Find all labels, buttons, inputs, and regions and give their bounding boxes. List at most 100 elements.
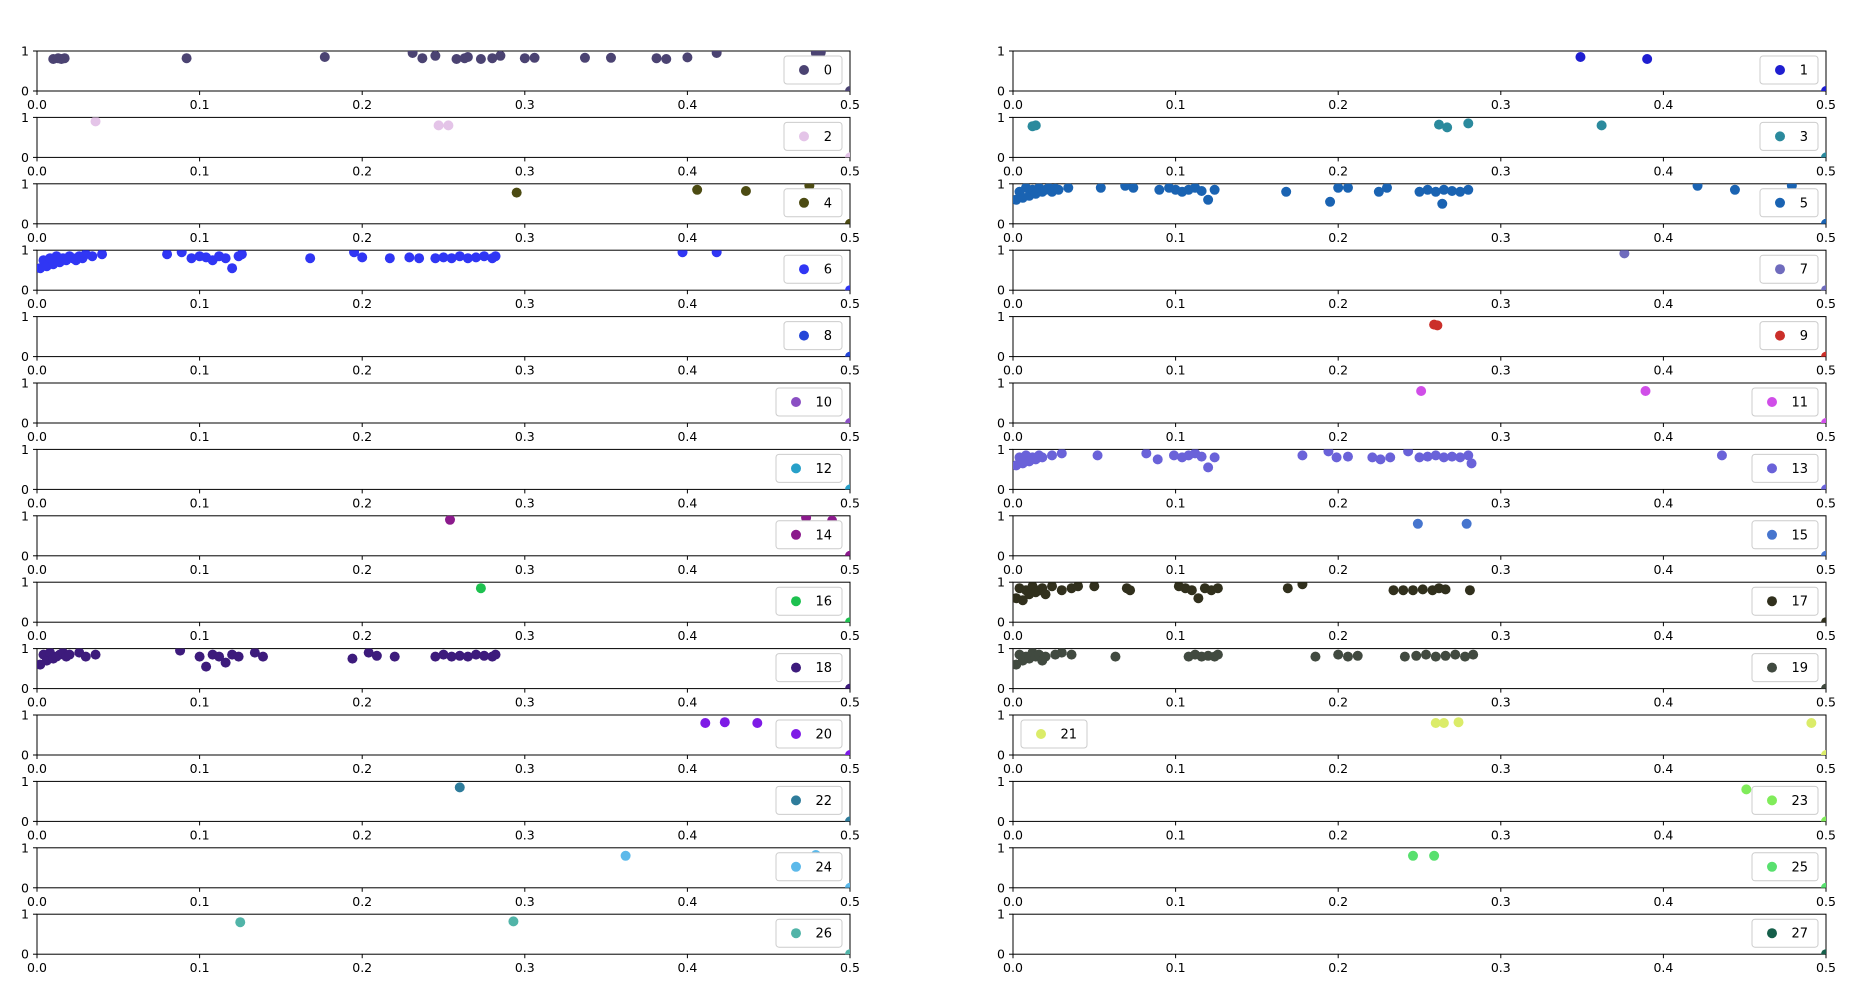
axes-frame [1012,847,1827,889]
x-tick-label: 0.1 [190,97,210,112]
x-tick-label: 0.0 [1003,628,1023,643]
x-tick-label: 0.4 [677,230,697,245]
x-tick-label: 0.1 [1166,562,1186,577]
axes-frame [1012,913,1827,955]
data-point [845,86,850,91]
data-point [1692,183,1703,191]
data-point [389,651,400,662]
x-tick-label: 0.0 [27,163,47,178]
axes-frame [36,316,851,358]
x-tick-label: 0.5 [1816,429,1836,444]
x-tick-label: 0.0 [1003,163,1023,178]
data-point [235,917,246,928]
data-point [1821,285,1826,291]
legend-box [1759,188,1819,218]
data-point [1408,850,1418,861]
legend: 1 [1759,55,1819,85]
x-tick-label: 0.4 [1653,429,1673,444]
x-tick-label: 0.0 [27,761,47,776]
x-tick-label: 0.5 [840,495,860,510]
legend-marker [1767,795,1777,806]
data-point [1168,450,1179,461]
x-tick-label: 0.2 [352,163,372,178]
series-points [475,583,850,623]
subplot-24: 0.0 0.1 0.2 0.3 0.4 0.5 0 1 24 [21,840,860,909]
x-tick-label: 0.5 [840,628,860,643]
y-tick-label: 0 [21,150,29,165]
data-point [1821,816,1826,822]
legend: 10 [775,387,843,417]
y-tick-label: 0 [997,150,1005,165]
y-tick-label: 1 [997,708,1005,723]
x-tick-label: 0.2 [352,562,372,577]
y-tick-label: 0 [21,681,29,696]
data-point [1095,183,1106,193]
data-point [1619,250,1630,259]
x-tick-label: 0.2 [1328,495,1348,510]
data-point [1089,582,1100,592]
data-point [445,515,455,525]
axes-frame [36,515,851,557]
data-point [1375,454,1386,465]
x-tick-label: 0.3 [1491,960,1511,975]
x-tick-label: 0.0 [1003,695,1023,710]
legend-label: 13 [1791,462,1808,477]
subplot-19: 0.0 0.1 0.2 0.3 0.4 0.5 0 1 19 [997,641,1836,710]
data-point [845,218,850,224]
x-tick-label: 0.1 [1166,296,1186,311]
legend-box [1759,321,1819,351]
x-tick-label: 0.4 [677,163,697,178]
axes-frame [36,183,851,225]
data-point [1741,784,1752,795]
series-points [1575,52,1826,91]
data-point [1821,882,1826,888]
legend-box [1751,918,1819,948]
series-points [1416,386,1826,423]
x-tick-label: 0.4 [1653,960,1673,975]
y-tick-label: 1 [21,110,29,125]
legend-box [1751,387,1819,417]
data-point [1821,218,1826,224]
legend-label: 22 [815,794,832,809]
legend-label: 21 [1060,728,1077,743]
x-tick-label: 0.5 [840,230,860,245]
x-tick-label: 0.4 [1653,562,1673,577]
data-point [1575,52,1586,62]
data-point [1040,589,1051,600]
subplot-25: 0.0 0.1 0.2 0.3 0.4 0.5 0 1 25 [997,840,1836,909]
y-tick-label: 0 [21,814,29,829]
data-point [752,718,763,728]
x-tick-label: 0.1 [1166,429,1186,444]
data-point [1120,183,1131,191]
subplot-13: 0.0 0.1 0.2 0.3 0.4 0.5 0 1 13 [997,442,1836,511]
subplot-7: 0.0 0.1 0.2 0.3 0.4 0.5 0 1 7 [997,243,1836,312]
data-point [1381,183,1392,193]
x-tick-label: 0.3 [1491,761,1511,776]
x-tick-label: 0.3 [515,495,535,510]
x-tick-label: 0.2 [352,296,372,311]
x-tick-label: 0.5 [1816,695,1836,710]
y-tick-label: 1 [21,840,29,855]
y-tick-label: 1 [997,176,1005,191]
data-point [1399,651,1410,662]
data-point [495,51,506,61]
legend-box [783,188,843,218]
legend-label: 18 [815,661,832,676]
data-point [438,649,449,660]
y-tick-label: 1 [997,508,1005,523]
legend-box [775,387,843,417]
x-tick-label: 0.5 [840,695,860,710]
x-tick-label: 0.3 [515,695,535,710]
subplot-22: 0.0 0.1 0.2 0.3 0.4 0.5 0 1 22 [21,774,860,843]
series-points [845,351,850,357]
series-points [235,916,850,955]
legend-label: 4 [824,196,832,211]
y-tick-label: 1 [21,44,29,59]
legend-label: 7 [1800,263,1808,278]
data-point [1281,186,1292,197]
y-tick-label: 1 [997,243,1005,258]
y-tick-label: 0 [997,814,1005,829]
subplot-23: 0.0 0.1 0.2 0.3 0.4 0.5 0 1 23 [997,774,1836,843]
x-tick-label: 0.4 [677,562,697,577]
legend-box [783,254,843,284]
